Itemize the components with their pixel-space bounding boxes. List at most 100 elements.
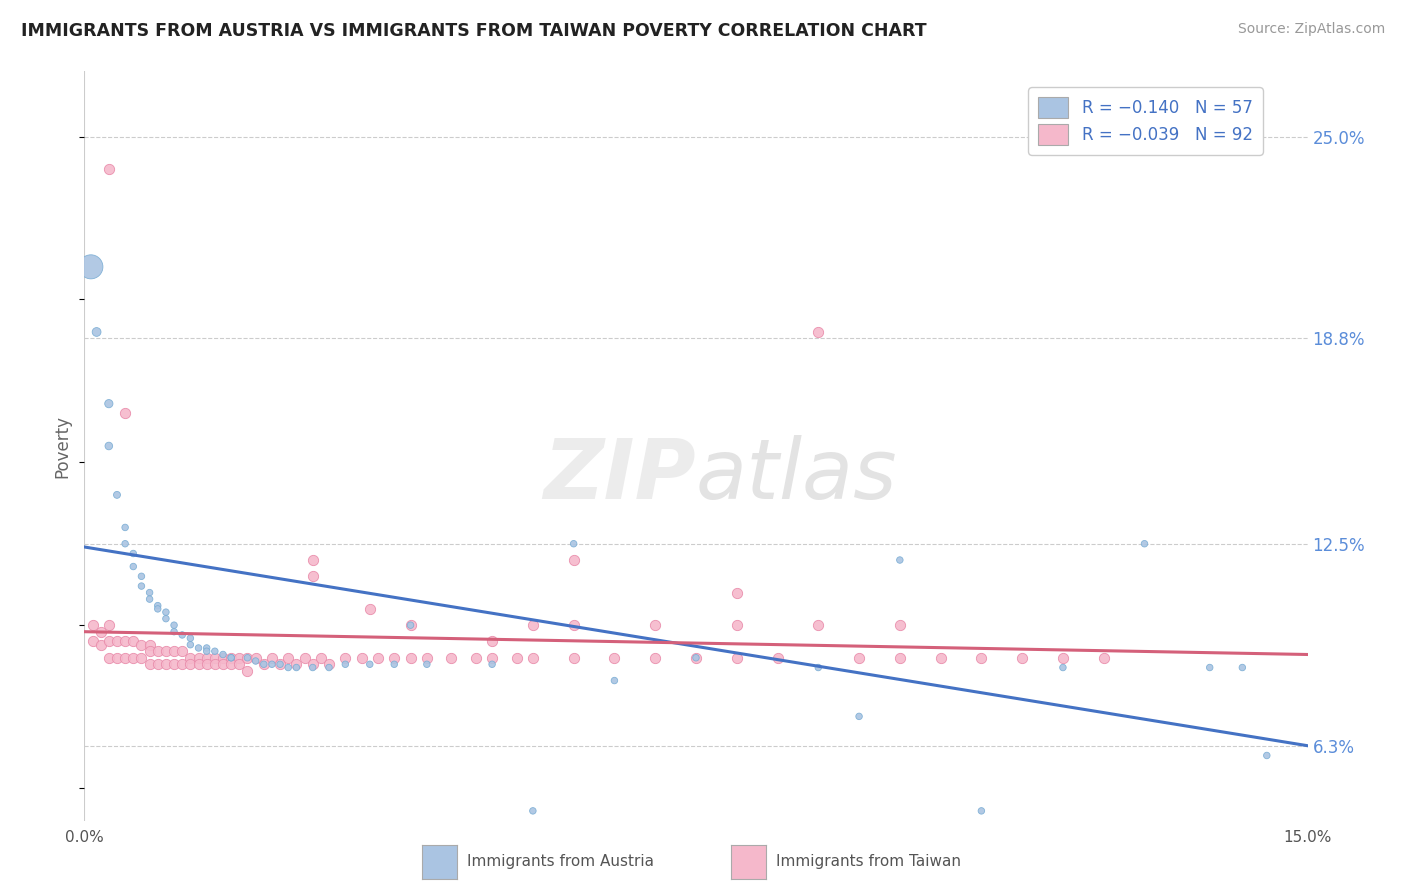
Point <box>725 650 748 665</box>
Point <box>685 650 707 665</box>
Point <box>1092 650 1115 665</box>
Point <box>122 547 145 561</box>
Text: Immigrants from Taiwan: Immigrants from Taiwan <box>776 855 962 869</box>
Point <box>97 650 120 665</box>
Point <box>163 624 186 639</box>
Point <box>131 650 153 665</box>
Point <box>146 644 169 658</box>
Point <box>725 618 748 632</box>
Point <box>236 650 259 665</box>
Point <box>562 537 585 551</box>
Point <box>146 657 169 672</box>
Point <box>97 162 120 177</box>
Point <box>155 605 177 619</box>
Point <box>562 650 585 665</box>
Point <box>382 657 405 672</box>
Point <box>277 660 299 674</box>
Legend: R = −0.140   N = 57, R = −0.039   N = 92: R = −0.140 N = 57, R = −0.039 N = 92 <box>1028 87 1263 154</box>
Point <box>481 650 503 665</box>
Point <box>416 657 439 672</box>
Point <box>90 624 112 639</box>
Point <box>522 650 544 665</box>
Point <box>105 488 128 502</box>
Point <box>105 650 128 665</box>
Point <box>1198 660 1220 674</box>
Point <box>172 644 194 658</box>
Point <box>301 660 323 674</box>
Point <box>766 650 789 665</box>
Point <box>685 650 707 665</box>
Point <box>114 406 136 420</box>
Point <box>195 644 218 658</box>
Point <box>260 650 283 665</box>
Point <box>889 618 911 632</box>
Point <box>399 618 422 632</box>
Point <box>219 650 242 665</box>
Point <box>90 638 112 652</box>
Point <box>253 657 276 672</box>
Text: atlas: atlas <box>696 435 897 516</box>
Point <box>440 650 463 665</box>
Point <box>970 804 993 818</box>
Point <box>481 657 503 672</box>
Point <box>155 612 177 626</box>
Point <box>204 644 226 658</box>
Point <box>1133 537 1156 551</box>
Point <box>269 657 291 672</box>
Point <box>138 592 160 607</box>
Point <box>505 650 527 665</box>
Point <box>603 673 626 688</box>
Point <box>382 650 405 665</box>
Point <box>253 657 276 672</box>
Point <box>294 650 316 665</box>
Point <box>807 618 830 632</box>
Point <box>481 634 503 648</box>
Point <box>807 660 830 674</box>
Point <box>807 325 830 339</box>
Point <box>146 599 169 613</box>
Point <box>187 657 209 672</box>
Point <box>1052 650 1074 665</box>
Point <box>212 650 235 665</box>
Point <box>155 657 177 672</box>
Point <box>82 618 104 632</box>
Point <box>219 650 242 665</box>
Point <box>889 553 911 567</box>
Point <box>163 618 186 632</box>
Text: ZIP: ZIP <box>543 435 696 516</box>
Point <box>285 657 308 672</box>
Point <box>285 660 308 674</box>
Point <box>269 657 291 672</box>
Point <box>245 654 267 668</box>
Point <box>848 650 870 665</box>
Point <box>335 657 357 672</box>
Point <box>97 439 120 453</box>
Point <box>335 650 357 665</box>
Point <box>219 657 242 672</box>
Point <box>416 650 439 665</box>
Point <box>318 657 340 672</box>
Point <box>172 628 194 642</box>
Point <box>359 657 381 672</box>
Point <box>105 634 128 648</box>
Point <box>86 325 108 339</box>
Point <box>277 650 299 665</box>
Point <box>236 650 259 665</box>
Point <box>522 618 544 632</box>
Point <box>179 638 201 652</box>
Point <box>97 397 120 411</box>
Point <box>187 640 209 655</box>
Point <box>464 650 486 665</box>
Point <box>562 618 585 632</box>
Point <box>97 618 120 632</box>
Point <box>260 657 283 672</box>
Point <box>970 650 993 665</box>
Point <box>97 634 120 648</box>
Point <box>146 602 169 616</box>
Point <box>1011 650 1033 665</box>
Point <box>131 638 153 652</box>
Point <box>114 537 136 551</box>
Point <box>522 804 544 818</box>
Point <box>359 602 381 616</box>
Point <box>848 709 870 723</box>
